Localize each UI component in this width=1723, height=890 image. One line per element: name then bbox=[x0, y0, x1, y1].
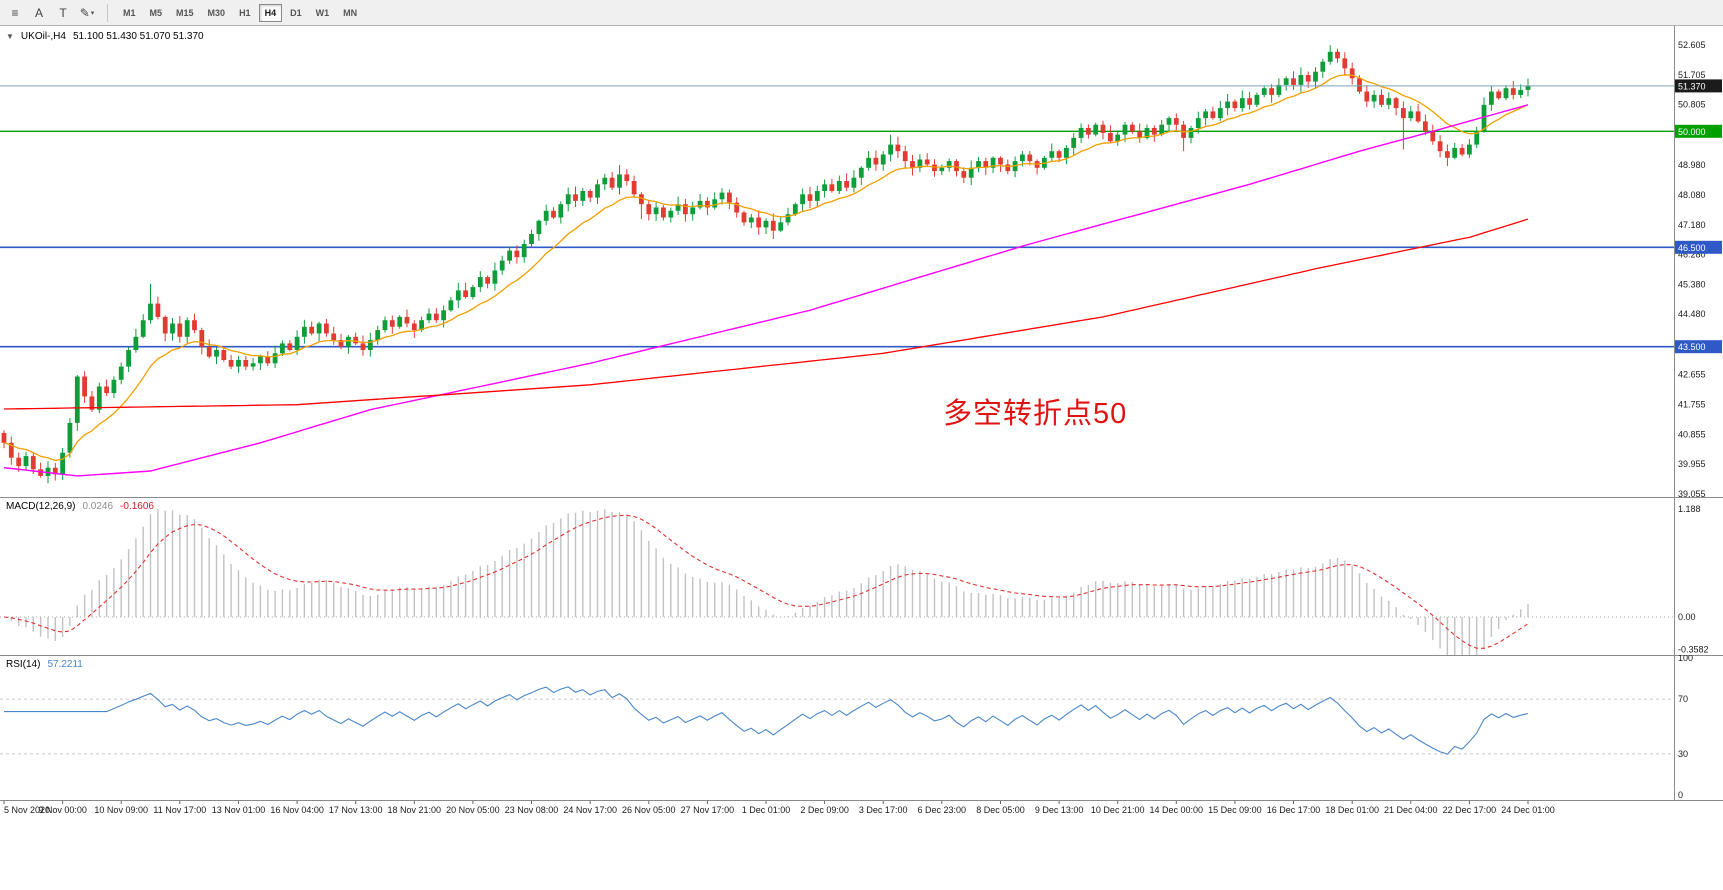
text-tool-glyph: T bbox=[59, 5, 67, 20]
svg-text:21 Dec 04:00: 21 Dec 04:00 bbox=[1384, 805, 1438, 815]
svg-text:0.00: 0.00 bbox=[1678, 612, 1696, 622]
charts-list-icon[interactable]: ≡ bbox=[3, 3, 27, 23]
svg-text:3 Dec 17:00: 3 Dec 17:00 bbox=[859, 805, 908, 815]
svg-text:48.980: 48.980 bbox=[1678, 160, 1706, 170]
svg-text:45.380: 45.380 bbox=[1678, 279, 1706, 289]
svg-text:10 Nov 09:00: 10 Nov 09:00 bbox=[94, 805, 148, 815]
svg-text:41.755: 41.755 bbox=[1678, 400, 1706, 410]
svg-text:26 Nov 05:00: 26 Nov 05:00 bbox=[622, 805, 676, 815]
svg-text:100: 100 bbox=[1678, 655, 1693, 663]
svg-text:9 Nov 00:00: 9 Nov 00:00 bbox=[38, 805, 87, 815]
svg-text:40.855: 40.855 bbox=[1678, 429, 1706, 439]
candlesticks bbox=[1, 45, 1531, 484]
svg-text:20 Nov 05:00: 20 Nov 05:00 bbox=[446, 805, 500, 815]
svg-text:48.080: 48.080 bbox=[1678, 190, 1706, 200]
main-chart[interactable]: 52.605 51.705 50.805 48.980 48.080 47.180 46.2… bbox=[0, 26, 1723, 497]
svg-text:17 Nov 13:00: 17 Nov 13:00 bbox=[329, 805, 383, 815]
svg-text:47.180: 47.180 bbox=[1678, 220, 1706, 230]
price-axis[interactable]: 52.605 51.705 50.805 48.980 48.080 47.180 46.2… bbox=[1678, 40, 1706, 497]
macd-histogram bbox=[10, 509, 1529, 655]
time-axis-panel: 5 Nov 2020 9 Nov 00:00 10 Nov 09:00 11 Nov … bbox=[0, 800, 1723, 818]
svg-text:24 Dec 01:00: 24 Dec 01:00 bbox=[1501, 805, 1555, 815]
svg-text:11 Nov 17:00: 11 Nov 17:00 bbox=[153, 805, 206, 815]
svg-text:24 Nov 17:00: 24 Nov 17:00 bbox=[563, 805, 617, 815]
svg-text:22 Dec 17:00: 22 Dec 17:00 bbox=[1443, 805, 1497, 815]
chart-annotation-text[interactable]: 多空转折点50 bbox=[943, 398, 1128, 430]
svg-text:-0.3582: -0.3582 bbox=[1678, 645, 1709, 655]
charts-list-glyph: ≡ bbox=[11, 5, 19, 20]
svg-text:15 Dec 09:00: 15 Dec 09:00 bbox=[1208, 805, 1262, 815]
svg-text:70: 70 bbox=[1678, 694, 1688, 704]
svg-text:39.955: 39.955 bbox=[1678, 459, 1706, 469]
price-badge: 43.500 bbox=[1675, 340, 1722, 354]
svg-text:46.280: 46.280 bbox=[1678, 250, 1706, 260]
rsi-axis[interactable]: 100 70 30 0 bbox=[1678, 655, 1693, 800]
timeframe-m15-button[interactable]: M15 bbox=[170, 4, 200, 22]
svg-text:18 Nov 21:00: 18 Nov 21:00 bbox=[388, 805, 442, 815]
svg-text:1.188: 1.188 bbox=[1678, 504, 1701, 514]
svg-text:2 Dec 09:00: 2 Dec 09:00 bbox=[800, 805, 849, 815]
svg-text:27 Nov 17:00: 27 Nov 17:00 bbox=[681, 805, 735, 815]
timeframe-mn-button[interactable]: MN bbox=[337, 4, 363, 22]
svg-text:50.000: 50.000 bbox=[1678, 127, 1706, 137]
dropdown-arrow-icon: ▾ bbox=[90, 9, 95, 17]
macd-axis[interactable]: 1.188 0.00 -0.3582 bbox=[1678, 504, 1709, 655]
svg-text:18 Dec 01:00: 18 Dec 01:00 bbox=[1325, 805, 1379, 815]
bottom-margin bbox=[0, 818, 1723, 890]
svg-text:10 Dec 21:00: 10 Dec 21:00 bbox=[1091, 805, 1145, 815]
text-tool-icon[interactable]: T bbox=[51, 3, 75, 23]
rsi-panel: 100 70 30 0 RSI(14) 57.2211 bbox=[0, 655, 1723, 800]
draw-tools-glyph: ✎ bbox=[79, 5, 90, 20]
main-chart-panel: 52.605 51.705 50.805 48.980 48.080 47.180 46.2… bbox=[0, 26, 1723, 497]
timeframe-d1-button[interactable]: D1 bbox=[284, 4, 308, 22]
svg-text:5 Nov 2020: 5 Nov 2020 bbox=[4, 805, 50, 815]
timeframe-w1-button[interactable]: W1 bbox=[310, 4, 336, 22]
svg-text:16 Dec 17:00: 16 Dec 17:00 bbox=[1267, 805, 1321, 815]
cursor-tool-icon[interactable]: A bbox=[27, 3, 51, 23]
svg-text:6 Dec 23:00: 6 Dec 23:00 bbox=[918, 805, 967, 815]
timeframe-h4-button[interactable]: H4 bbox=[258, 3, 283, 22]
timeframe-m5-button[interactable]: M5 bbox=[144, 4, 169, 22]
rsi-line bbox=[4, 686, 1529, 755]
rsi-chart[interactable]: 100 70 30 0 bbox=[0, 655, 1723, 800]
svg-text:23 Nov 08:00: 23 Nov 08:00 bbox=[505, 805, 559, 815]
timeframe-m1-button[interactable]: M1 bbox=[117, 4, 142, 22]
toolbar-separator bbox=[107, 3, 108, 22]
draw-tools-icon[interactable]: ✎ ▾ bbox=[75, 3, 99, 23]
timeframe-h1-button[interactable]: H1 bbox=[233, 4, 257, 22]
svg-text:9 Dec 13:00: 9 Dec 13:00 bbox=[1035, 805, 1084, 815]
price-badge: 46.500 bbox=[1675, 240, 1722, 254]
svg-text:8 Dec 05:00: 8 Dec 05:00 bbox=[976, 805, 1025, 815]
timeframe-m30-button[interactable]: M30 bbox=[202, 4, 232, 22]
price-badge: 51.370 bbox=[1675, 79, 1722, 93]
svg-text:52.605: 52.605 bbox=[1678, 40, 1706, 50]
svg-text:39.055: 39.055 bbox=[1678, 489, 1706, 497]
svg-text:13 Nov 01:00: 13 Nov 01:00 bbox=[212, 805, 266, 815]
svg-text:42.655: 42.655 bbox=[1678, 370, 1706, 380]
svg-text:46.500: 46.500 bbox=[1678, 243, 1706, 253]
svg-text:14 Dec 00:00: 14 Dec 00:00 bbox=[1150, 805, 1204, 815]
top-toolbar: ≡ A T ✎ ▾ M1 M5 M15 M30 H1 H4 D1 W1 MN bbox=[0, 0, 1723, 26]
svg-text:51.705: 51.705 bbox=[1678, 70, 1706, 80]
collapse-arrow-icon[interactable]: ▼ bbox=[6, 32, 14, 41]
svg-text:43.500: 43.500 bbox=[1678, 342, 1706, 352]
cursor-tool-glyph: A bbox=[34, 5, 43, 20]
svg-text:50.805: 50.805 bbox=[1678, 100, 1706, 110]
price-badge: 50.000 bbox=[1675, 124, 1722, 138]
macd-chart[interactable]: 1.188 0.00 -0.3582 bbox=[0, 497, 1723, 655]
svg-text:16 Nov 04:00: 16 Nov 04:00 bbox=[270, 805, 324, 815]
svg-text:1 Dec 01:00: 1 Dec 01:00 bbox=[742, 805, 791, 815]
svg-text:0: 0 bbox=[1678, 790, 1683, 800]
svg-text:44.480: 44.480 bbox=[1678, 309, 1706, 319]
macd-panel: 1.188 0.00 -0.3582 MACD(12,26,9) 0.0246 -0… bbox=[0, 497, 1723, 655]
svg-text:30: 30 bbox=[1678, 749, 1688, 759]
svg-text:51.370: 51.370 bbox=[1678, 81, 1706, 91]
